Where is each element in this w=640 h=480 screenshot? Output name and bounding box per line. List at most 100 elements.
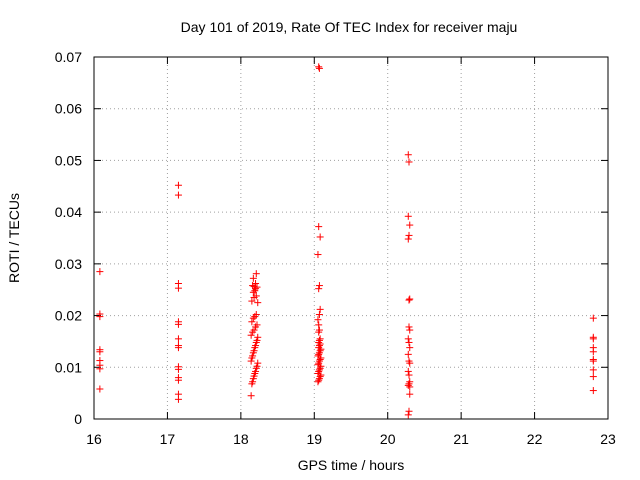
data-point	[253, 336, 261, 344]
data-point	[589, 314, 597, 322]
data-point	[405, 296, 413, 304]
data-point	[406, 295, 414, 303]
data-point	[247, 331, 255, 339]
data-point	[404, 367, 412, 375]
y-tick-label: 0.01	[55, 359, 82, 375]
y-axis-label: ROTI / TECUs	[6, 193, 22, 283]
y-tick-label: 0.06	[55, 101, 82, 117]
data-point	[315, 357, 323, 365]
x-tick-label: 23	[600, 431, 616, 447]
data-point	[404, 335, 412, 343]
data-point	[406, 390, 414, 398]
data-point	[406, 383, 414, 391]
data-point	[249, 288, 257, 296]
data-point	[404, 381, 412, 389]
data-point	[589, 335, 597, 343]
y-tick-label: 0.04	[55, 204, 82, 220]
x-tick-label: 17	[160, 431, 176, 447]
data-point	[174, 181, 182, 189]
data-point	[314, 352, 322, 360]
data-point	[253, 283, 261, 291]
data-point	[404, 212, 412, 220]
data-point	[405, 158, 413, 166]
x-tick-label: 16	[86, 431, 102, 447]
data-point	[405, 323, 413, 331]
x-tick-label: 21	[453, 431, 469, 447]
x-tick-label: 22	[527, 431, 543, 447]
data-point	[406, 359, 414, 367]
data-point	[174, 284, 182, 292]
data-point	[315, 350, 323, 358]
data-point	[316, 335, 324, 343]
grid-lines	[94, 57, 608, 419]
data-point	[250, 326, 258, 334]
data-point	[249, 274, 257, 282]
data-point	[253, 362, 261, 370]
data-points	[96, 63, 597, 419]
data-point	[406, 221, 414, 229]
plot-frame	[93, 56, 609, 420]
data-point	[589, 366, 597, 374]
data-point	[315, 282, 323, 290]
data-point	[249, 378, 257, 386]
data-point	[405, 231, 413, 239]
data-point	[314, 316, 322, 324]
data-point	[315, 376, 323, 384]
data-point	[404, 350, 412, 358]
data-point	[315, 285, 323, 293]
y-axis-ticks: 0 0.01 0.02 0.03 0.04 0.05 0.06 0.07	[55, 49, 608, 427]
data-point	[314, 378, 322, 386]
data-point	[250, 283, 258, 291]
data-point	[315, 311, 323, 319]
data-point	[96, 365, 104, 373]
data-point	[315, 336, 323, 344]
data-point	[316, 356, 324, 364]
data-point	[174, 335, 182, 343]
data-point	[174, 320, 182, 328]
data-point	[249, 314, 257, 322]
data-point	[254, 359, 262, 367]
data-point	[253, 321, 261, 329]
data-point	[589, 357, 597, 365]
data-point	[252, 280, 260, 288]
data-point	[250, 347, 258, 355]
data-point	[317, 371, 325, 379]
y-tick-label: 0	[74, 411, 82, 427]
x-tick-label: 18	[233, 431, 249, 447]
data-point	[174, 365, 182, 373]
data-point	[254, 333, 262, 341]
data-point	[252, 311, 260, 319]
chart-title: Day 101 of 2019, Rate Of TEC Index for r…	[181, 19, 518, 35]
data-point	[316, 347, 324, 355]
data-point	[174, 191, 182, 199]
data-point	[589, 387, 597, 395]
data-point	[405, 338, 413, 346]
data-point	[406, 326, 414, 334]
data-point	[589, 373, 597, 381]
data-point	[174, 344, 182, 352]
data-point	[174, 376, 182, 384]
data-point	[96, 313, 104, 321]
y-tick-label: 0.02	[55, 308, 82, 324]
data-point	[315, 367, 323, 375]
data-point	[405, 380, 413, 388]
y-tick-label: 0.07	[55, 49, 82, 65]
data-point	[315, 223, 323, 231]
data-point	[316, 233, 324, 241]
data-point	[248, 297, 256, 305]
data-point	[96, 268, 104, 276]
data-point	[315, 321, 323, 329]
data-point	[589, 348, 597, 356]
data-point	[314, 251, 322, 259]
data-point	[404, 235, 412, 243]
x-tick-label: 19	[306, 431, 322, 447]
data-point	[254, 299, 262, 307]
x-axis-ticks: 16 17 18 19 20 21 22 23	[86, 57, 616, 447]
data-point	[252, 270, 260, 278]
data-point	[96, 385, 104, 393]
data-point	[252, 292, 260, 300]
data-point	[174, 395, 182, 403]
data-point	[247, 357, 255, 365]
data-point	[315, 63, 323, 71]
